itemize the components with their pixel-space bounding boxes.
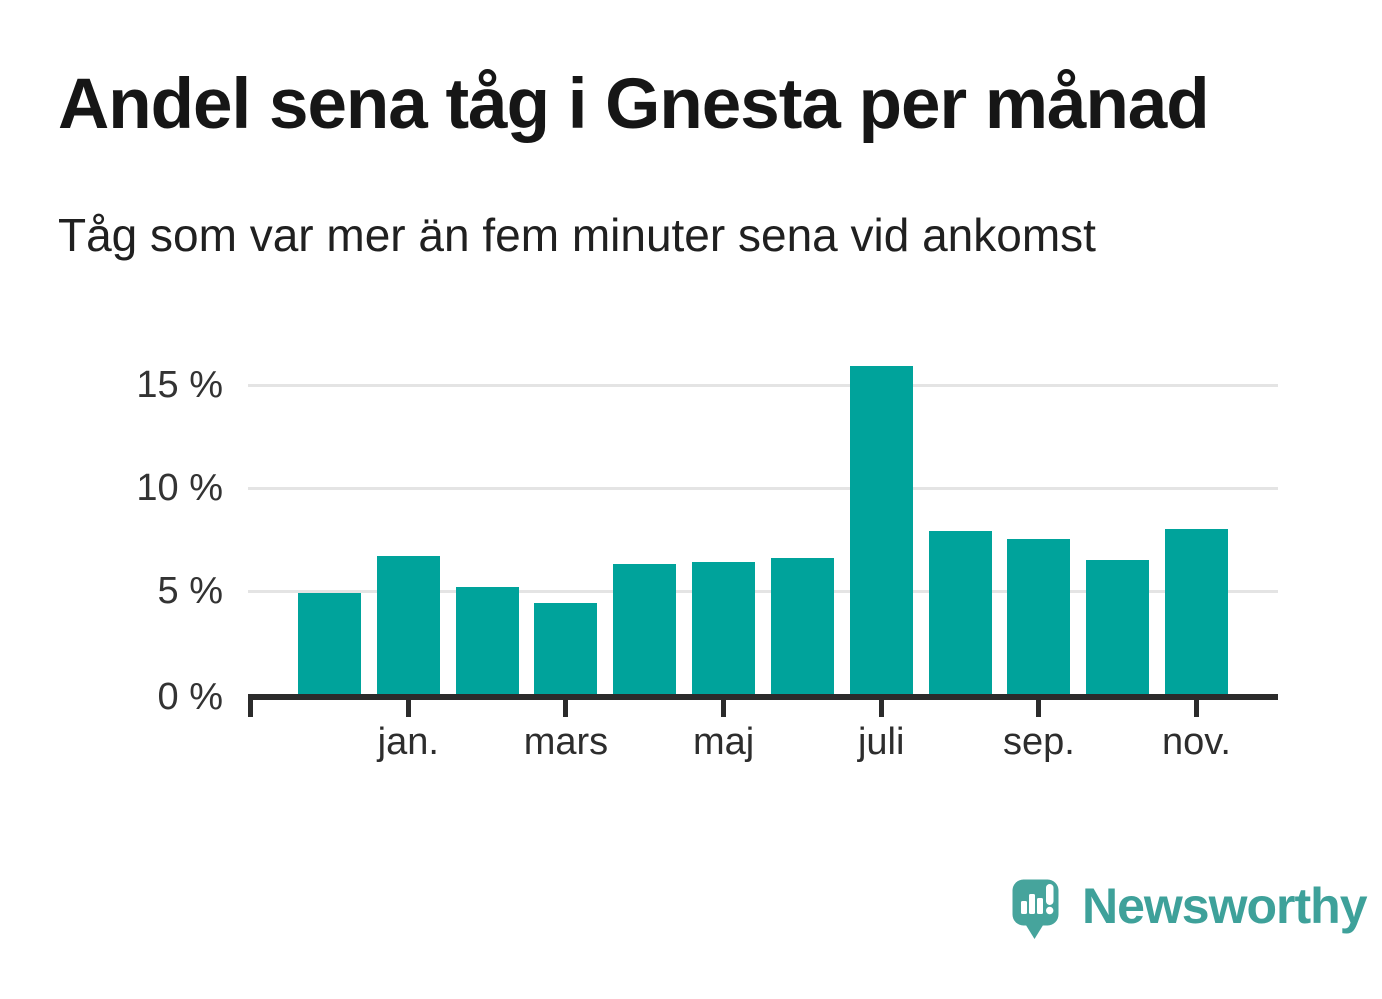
bar — [376, 556, 440, 694]
bar — [928, 531, 992, 694]
x-axis-origin-tick — [248, 699, 253, 717]
logo-bar-tall-icon — [1029, 894, 1035, 914]
x-axis-label: sep. — [1002, 721, 1075, 763]
y-gridline — [248, 383, 1278, 387]
brand-wordmark: Newsworthy — [1082, 878, 1368, 934]
bar — [455, 587, 519, 694]
bar — [613, 564, 677, 694]
x-axis-label: juli — [857, 721, 905, 763]
x-axis-tick — [1194, 699, 1199, 717]
chart-title: Andel sena tåg i Gnesta per månad — [58, 65, 1210, 144]
bar — [1165, 529, 1228, 694]
x-axis-tick — [405, 699, 411, 717]
x-axis-tick — [878, 699, 884, 717]
x-axis-label: jan. — [377, 721, 439, 763]
y-axis-label: 10 % — [136, 467, 223, 509]
x-axis-label: mars — [523, 721, 609, 763]
y-gridline — [248, 486, 1278, 490]
newsworthy-logo: Newsworthy — [1012, 878, 1368, 942]
logo-speech-bubble-icon — [1012, 879, 1059, 939]
y-axis-label: 0 % — [157, 676, 223, 718]
x-axis-line — [248, 694, 1278, 700]
x-axis-tick — [563, 699, 569, 717]
plot-area: 0 % 5 % 10 % 15 % jan. mars maj juli sep. nov. — [136, 334, 1278, 763]
y-axis-label: 15 % — [136, 364, 223, 406]
bar — [1086, 560, 1150, 694]
x-axis-label: nov. — [1161, 721, 1231, 763]
x-axis-label: maj — [692, 721, 755, 763]
y-gridline — [248, 589, 1278, 593]
logo-bar-small-icon — [1021, 901, 1027, 914]
bar — [534, 603, 598, 694]
bar — [849, 366, 913, 694]
x-axis-tick — [721, 699, 727, 717]
y-axis-label: 5 % — [157, 570, 223, 612]
x-axis-tick — [1036, 699, 1042, 717]
logo-bar-medium-icon — [1037, 898, 1043, 914]
logo-exclamation-icon — [1046, 884, 1054, 905]
bar — [770, 558, 834, 694]
bar — [692, 562, 756, 694]
chart-subtitle: Tåg som var mer än fem minuter sena vid … — [58, 209, 1096, 261]
bar — [298, 593, 361, 694]
bar — [1007, 539, 1071, 694]
